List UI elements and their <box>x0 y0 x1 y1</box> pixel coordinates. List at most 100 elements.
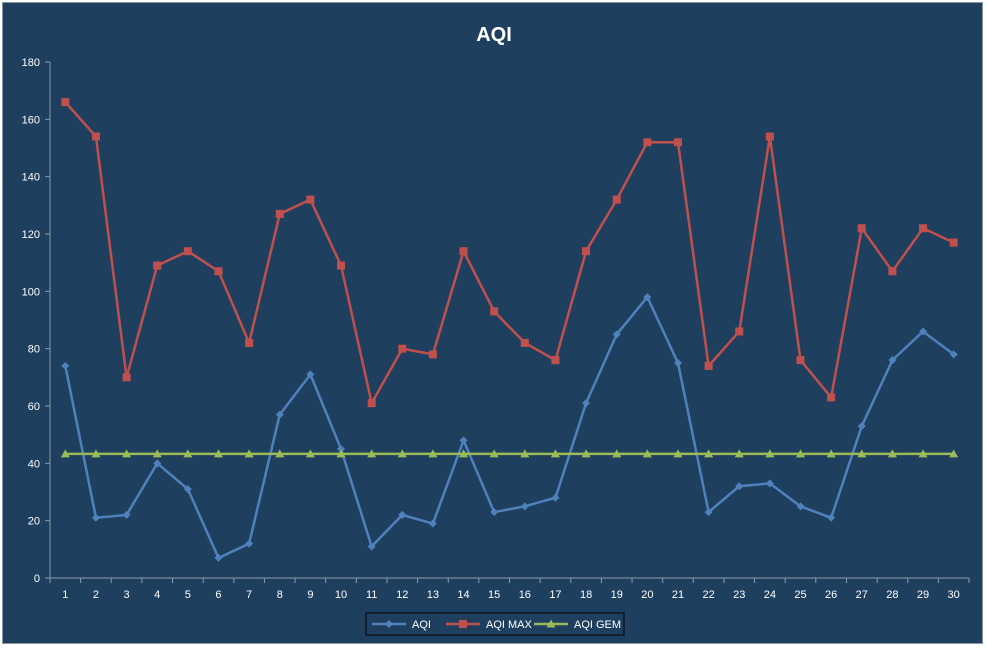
data-point <box>704 361 713 370</box>
data-point <box>919 224 928 233</box>
data-point <box>153 459 162 468</box>
data-point <box>214 267 223 276</box>
x-tick-label: 19 <box>611 589 623 601</box>
data-point <box>551 493 560 502</box>
x-tick-label: 18 <box>580 589 592 601</box>
data-point <box>673 449 683 458</box>
data-point <box>306 195 315 204</box>
y-tick-label: 0 <box>34 573 40 585</box>
legend-item: AQI GEM <box>534 619 621 631</box>
series-aqi <box>61 293 958 562</box>
data-point <box>949 350 958 359</box>
x-tick-label: 7 <box>246 589 252 601</box>
x-tick-label: 28 <box>886 589 898 601</box>
x-tick-label: 26 <box>825 589 837 601</box>
data-point <box>520 338 529 347</box>
x-tick-label: 2 <box>93 589 99 601</box>
x-tick-label: 21 <box>672 589 684 601</box>
data-point <box>887 449 897 458</box>
x-tick-label: 8 <box>277 589 283 601</box>
legend-swatch-marker <box>459 620 467 628</box>
x-tick-label: 15 <box>488 589 500 601</box>
data-point <box>643 138 652 147</box>
data-point <box>826 449 836 458</box>
data-point <box>673 359 682 367</box>
series-layer <box>60 98 959 562</box>
data-point <box>581 449 591 458</box>
x-tick-label: 30 <box>948 589 960 601</box>
legend-label: AQI MAX <box>486 619 533 631</box>
x-tick-label: 22 <box>702 589 714 601</box>
data-point <box>888 267 897 276</box>
x-tick-label: 25 <box>794 589 806 601</box>
data-point <box>582 399 591 408</box>
data-point <box>827 393 836 402</box>
data-point <box>490 508 499 517</box>
x-tick-label: 10 <box>335 589 347 601</box>
data-point <box>398 510 407 519</box>
data-point <box>91 132 100 141</box>
data-point <box>60 449 70 458</box>
data-point <box>428 519 437 528</box>
data-point <box>152 449 162 458</box>
data-point <box>398 344 407 353</box>
data-point <box>520 449 530 458</box>
data-point <box>582 247 591 256</box>
x-tick-label: 1 <box>62 589 68 601</box>
data-point <box>857 224 866 233</box>
y-tick-label: 80 <box>28 344 40 356</box>
data-point <box>612 449 622 458</box>
y-tick-label: 160 <box>22 114 40 126</box>
x-tick-label: 12 <box>396 589 408 601</box>
data-point <box>183 449 193 458</box>
y-tick-label: 40 <box>28 458 40 470</box>
legend-label: AQI <box>412 619 431 631</box>
series-aqi-max <box>61 98 958 408</box>
data-point <box>183 247 192 256</box>
data-point <box>397 449 407 458</box>
chart-title: AQI <box>476 24 512 46</box>
data-point <box>459 436 468 445</box>
data-point <box>245 539 254 548</box>
series-line <box>64 295 955 560</box>
data-point <box>796 449 806 458</box>
data-point <box>183 485 192 494</box>
x-tick-label: 27 <box>856 589 868 601</box>
data-point <box>245 338 254 347</box>
data-point <box>550 449 560 458</box>
data-point <box>122 449 132 458</box>
x-tick-label: 3 <box>124 589 130 601</box>
x-tick-label: 29 <box>917 589 929 601</box>
data-point <box>305 449 315 458</box>
data-point <box>520 502 529 511</box>
data-point <box>643 293 652 302</box>
legend-item: AQI <box>372 619 431 631</box>
data-point <box>213 449 223 458</box>
data-point <box>734 449 744 458</box>
data-point <box>367 542 376 551</box>
x-tick-label: 20 <box>641 589 653 601</box>
data-point <box>459 247 468 256</box>
y-tick-label: 60 <box>28 401 40 413</box>
data-point <box>91 449 101 458</box>
legend-label: AQI GEM <box>574 619 621 631</box>
y-tick-label: 140 <box>22 172 40 184</box>
x-tick-label: 23 <box>733 589 745 601</box>
legend-swatch-marker <box>385 620 393 628</box>
data-point <box>428 449 438 458</box>
x-tick-label: 16 <box>519 589 531 601</box>
data-point <box>919 327 928 336</box>
data-point <box>704 449 714 458</box>
x-tick-label: 13 <box>427 589 439 601</box>
data-point <box>336 449 346 458</box>
data-point <box>122 510 131 519</box>
x-tick-label: 17 <box>549 589 561 601</box>
data-point <box>275 410 284 419</box>
data-point <box>765 132 774 141</box>
data-point <box>735 327 744 336</box>
series-aqi-gem <box>60 449 959 458</box>
data-point <box>949 238 958 247</box>
x-tick-label: 5 <box>185 589 191 601</box>
